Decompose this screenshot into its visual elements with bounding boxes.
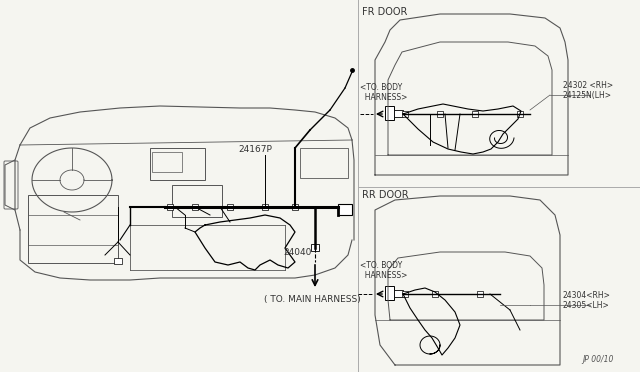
Bar [477,291,483,297]
Bar [402,291,408,297]
Bar [167,204,173,210]
Bar [192,204,198,210]
Bar [394,290,403,297]
Bar [114,258,122,264]
Bar [311,244,319,251]
Bar [394,110,403,117]
Bar [385,106,394,120]
Text: 24302 <RH>: 24302 <RH> [563,81,613,90]
Text: 24167P: 24167P [238,145,272,154]
Bar [292,204,298,210]
Bar [517,111,523,117]
Bar [227,204,233,210]
Text: 24125N(LH>: 24125N(LH> [563,91,612,100]
Bar [262,204,268,210]
Text: 24040: 24040 [283,248,312,257]
Bar [28,215,118,245]
Bar [338,204,352,215]
Text: <TO. BODY
  HARNESS>: <TO. BODY HARNESS> [360,83,408,102]
Bar [172,185,222,217]
Text: FR DOOR: FR DOOR [362,7,408,17]
Bar [385,286,394,300]
Bar [300,148,348,178]
Bar [152,152,182,172]
Bar [28,195,118,263]
Text: RR DOOR: RR DOOR [362,190,408,200]
Bar [437,111,443,117]
Bar [472,111,478,117]
Text: ( TO. MAIN HARNESS): ( TO. MAIN HARNESS) [264,295,361,304]
Text: 24305<LH>: 24305<LH> [563,301,610,310]
Bar [150,148,205,180]
Text: <TO. BODY
  HARNESS>: <TO. BODY HARNESS> [360,261,408,280]
Text: 24304<RH>: 24304<RH> [563,291,611,300]
Bar [432,291,438,297]
Bar [402,111,408,117]
Text: JP 00/10: JP 00/10 [582,355,614,364]
